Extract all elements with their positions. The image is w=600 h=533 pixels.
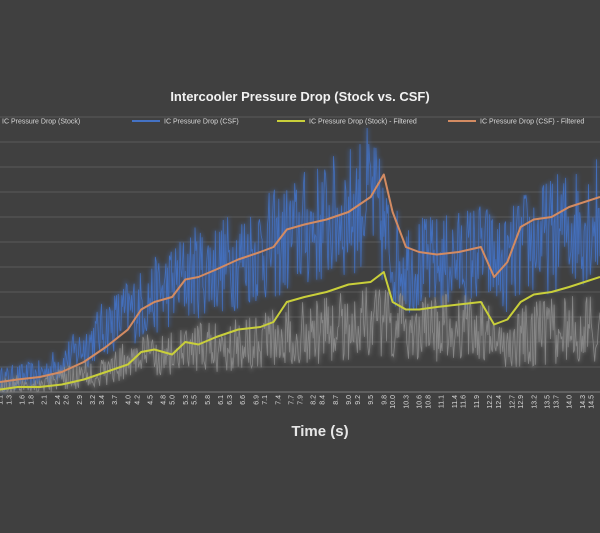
x-tick-40: 11.6 [461, 395, 468, 408]
x-tick-35: 10.3 [403, 395, 410, 409]
x-tick-2: 1.6 [20, 395, 27, 405]
x-tick-43: 12.4 [496, 395, 503, 409]
x-tick-3: 1.8 [28, 395, 35, 405]
x-tick-42: 12.2 [487, 395, 494, 409]
legend-label-2: IC Pressure Drop (Stock) - Filtered [309, 119, 417, 126]
series-3-line [0, 173, 600, 383]
series-0-line [0, 287, 600, 394]
x-tick-22: 6.9 [253, 395, 260, 405]
x-tick-39: 11.4 [452, 395, 459, 408]
series-layer [0, 127, 600, 397]
x-tick-27: 8.2 [311, 395, 318, 405]
x-tick-45: 12.9 [518, 395, 525, 409]
x-tick-48: 13.7 [553, 395, 560, 409]
x-tick-14: 4.8 [161, 395, 168, 405]
x-tick-4: 2.1 [42, 395, 49, 405]
x-tick-28: 8.4 [320, 395, 327, 405]
x-tick-23: 7.1 [262, 395, 269, 405]
x-tick-34: 10.0 [390, 395, 397, 409]
x-tick-10: 3.7 [112, 395, 119, 405]
x-tick-8: 3.2 [90, 395, 97, 405]
x-tick-37: 10.8 [425, 395, 432, 409]
x-tick-31: 9.2 [355, 395, 362, 405]
x-tick-labels: 1.1 1.3 1.6 1.8 2.1 2.4 2.6 2.9 3.2 3.4 3.7 4.0 4.2 4… [0, 395, 596, 409]
x-tick-47: 13.5 [545, 395, 552, 409]
series-0 [0, 287, 600, 397]
x-tick-18: 5.8 [205, 395, 212, 405]
x-tick-11: 4.0 [125, 395, 132, 405]
x-tick-26: 7.9 [298, 395, 305, 405]
x-tick-24: 7.4 [275, 395, 282, 405]
legend: IC Pressure Drop (Stock) IC Pressure Drop… [2, 119, 584, 126]
x-tick-5: 2.4 [55, 395, 62, 405]
series-3 [0, 173, 600, 383]
x-tick-16: 5.3 [183, 395, 190, 405]
x-tick-50: 14.3 [580, 395, 587, 409]
x-tick-33: 9.8 [381, 395, 388, 405]
x-tick-51: 14.5 [589, 395, 596, 409]
series-1 [0, 127, 600, 394]
x-tick-30: 9.0 [346, 395, 353, 405]
x-tick-41: 11.9 [474, 395, 481, 408]
x-tick-6: 2.6 [64, 395, 71, 405]
legend-label-3: IC Pressure Drop (CSF) - Filtered [480, 119, 584, 126]
x-tick-1: 1.3 [6, 395, 13, 405]
x-tick-20: 6.3 [227, 395, 234, 405]
x-tick-46: 13.2 [531, 395, 538, 409]
series-2 [0, 271, 600, 391]
x-tick-44: 12.7 [509, 395, 516, 409]
chart-title: Intercooler Pressure Drop (Stock vs. CSF… [170, 89, 429, 104]
x-tick-17: 5.5 [192, 395, 199, 405]
legend-label-1: IC Pressure Drop (CSF) [164, 119, 239, 126]
series-2-line [0, 271, 600, 391]
x-tick-7: 2.9 [77, 395, 84, 405]
x-tick-29: 8.7 [333, 395, 340, 405]
x-tick-21: 6.6 [240, 395, 247, 405]
legend-label-0: IC Pressure Drop (Stock) [2, 119, 80, 126]
x-tick-13: 4.5 [148, 395, 155, 405]
x-tick-0: 1.1 [0, 395, 5, 405]
x-tick-25: 7.7 [289, 395, 296, 405]
x-axis-title: Time (s) [291, 423, 348, 440]
x-tick-49: 14.0 [567, 395, 574, 409]
x-tick-19: 6.1 [218, 395, 225, 405]
x-tick-12: 4.2 [134, 395, 141, 405]
x-tick-9: 3.4 [99, 395, 106, 405]
x-tick-32: 9.5 [368, 395, 375, 405]
x-tick-36: 10.6 [417, 395, 424, 409]
series-1-line [0, 127, 600, 393]
x-tick-38: 11.1 [439, 395, 446, 408]
x-tick-15: 5.0 [170, 395, 177, 405]
